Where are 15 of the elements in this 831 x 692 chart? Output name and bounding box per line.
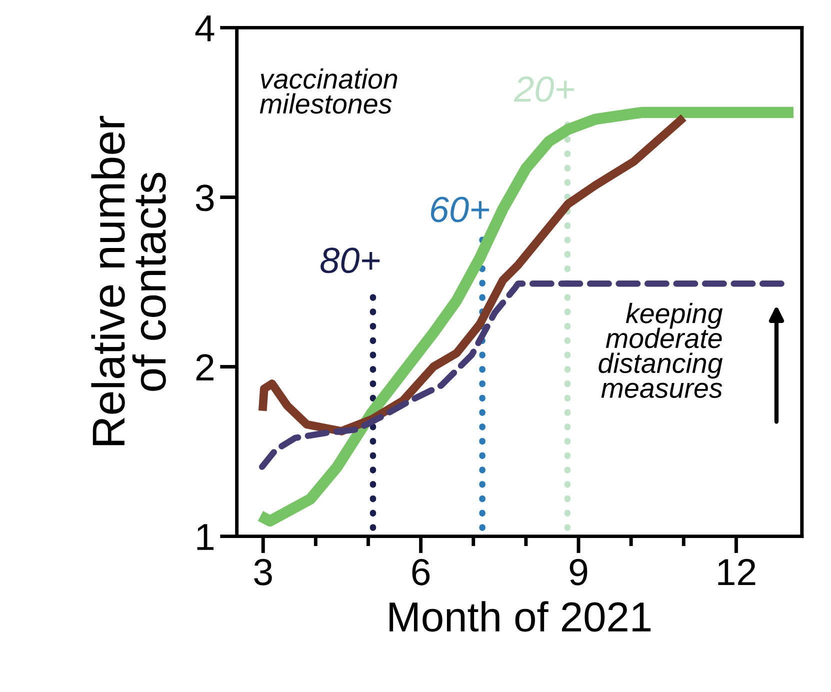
y-axis-title: Relative number of contacts	[91, 116, 166, 446]
series-label: 20+	[514, 76, 574, 102]
x-axis-title: Month of 2021	[390, 601, 651, 632]
x-tick-label: 6	[412, 558, 430, 586]
x-tick-label: 9	[570, 558, 588, 586]
y-tick-label: 1	[197, 524, 214, 550]
x-tick-label: 12	[718, 558, 756, 586]
y-tick-label: 2	[196, 354, 214, 380]
x-tick-label: 3	[254, 558, 272, 586]
y-tick-label: 4	[195, 15, 214, 42]
y-tick-label: 3	[196, 184, 214, 212]
annotation: vaccination milestones	[260, 68, 398, 114]
series-label: 60+	[430, 196, 489, 222]
series-label: 80+	[320, 248, 380, 274]
annotation: keeping moderate distancing measures	[598, 302, 723, 398]
